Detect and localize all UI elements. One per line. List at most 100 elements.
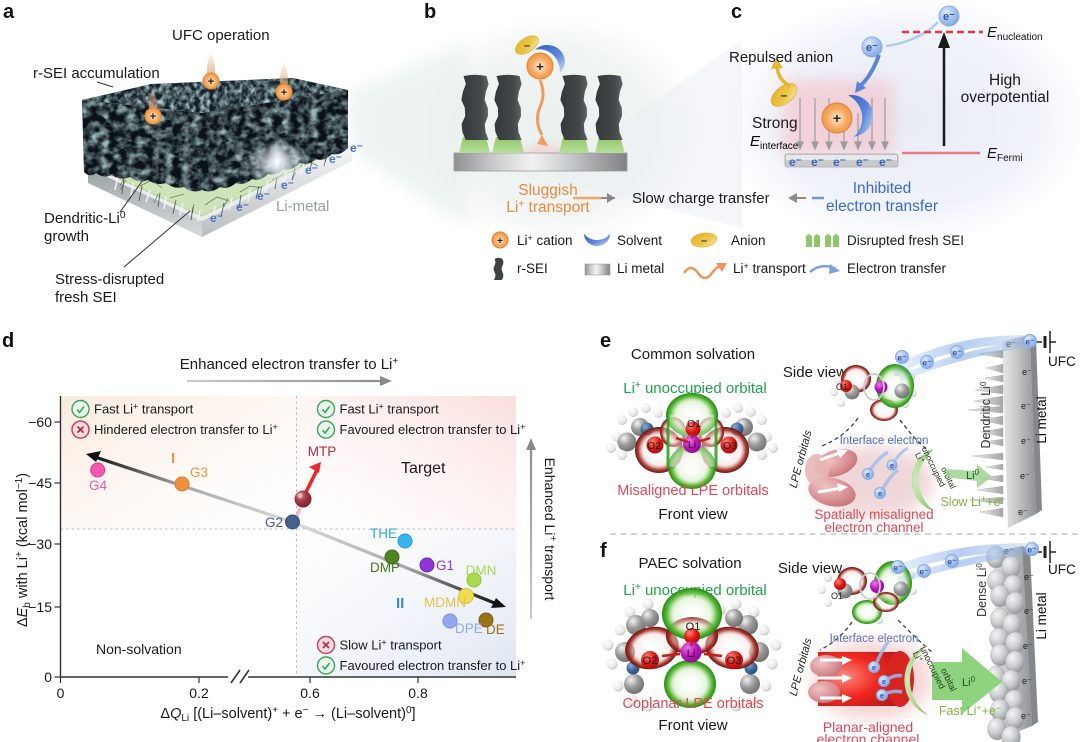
svg-text:electron transfer: electron transfer [826, 198, 938, 215]
svg-text:DE: DE [486, 622, 505, 637]
svg-text:e: e [890, 461, 894, 470]
svg-text:Spatially misaligned: Spatially misaligned [814, 507, 933, 522]
svg-text:e⁻: e⁻ [811, 155, 824, 169]
svg-text:e⁻: e⁻ [922, 358, 932, 368]
svg-text:Dendritic-Li0: Dendritic-Li0 [44, 210, 126, 227]
svg-text:+: + [281, 87, 287, 99]
svg-text:Favoured electron transfer to: Favoured electron transfer to Li+ [340, 658, 526, 673]
svg-text:e⁻: e⁻ [305, 163, 318, 177]
svg-text:e⁻: e⁻ [1025, 337, 1035, 347]
svg-text:ΔQLi [(Li–solvent)+ + e− → (Li: ΔQLi [(Li–solvent)+ + e− → (Li–solvent)0… [160, 705, 415, 724]
svg-text:II: II [396, 595, 404, 612]
svg-text:I: I [171, 450, 175, 467]
svg-text:O2: O2 [643, 655, 658, 667]
svg-text:e⁻: e⁻ [879, 155, 892, 169]
svg-text:Stress-disrupted: Stress-disrupted [55, 271, 164, 288]
svg-text:Li metal: Li metal [617, 261, 664, 276]
svg-text:Solvent: Solvent [617, 233, 662, 248]
svg-text:Dense Li0: Dense Li0 [975, 563, 989, 617]
svg-text:+: + [536, 59, 544, 74]
svg-text:UFC operation: UFC operation [172, 27, 270, 44]
svg-text:Front view: Front view [658, 717, 727, 734]
svg-text:O2: O2 [647, 440, 661, 452]
svg-text:growth: growth [44, 228, 89, 245]
svg-text:e⁻: e⁻ [947, 557, 957, 567]
svg-text:G4: G4 [89, 478, 108, 493]
svg-text:Side view: Side view [778, 560, 842, 577]
svg-text:0: 0 [44, 669, 52, 685]
svg-text:e⁻: e⁻ [1024, 606, 1034, 616]
svg-text:e⁻: e⁻ [236, 200, 249, 214]
svg-text:+: + [833, 110, 841, 126]
svg-text:Slow Li++e−: Slow Li++e− [940, 494, 1005, 509]
svg-text:Planar-aligned: Planar-aligned [823, 719, 913, 735]
svg-text:O1: O1 [687, 418, 701, 430]
svg-text:e⁻: e⁻ [1022, 367, 1032, 377]
svg-text:O1: O1 [831, 591, 843, 601]
svg-text:e⁻: e⁻ [897, 353, 907, 363]
svg-text:0.6: 0.6 [300, 685, 320, 701]
svg-text:Li+ cation: Li+ cation [517, 233, 573, 248]
svg-text:UFC: UFC [1048, 354, 1076, 369]
svg-text:DPE: DPE [455, 621, 483, 636]
svg-text:e: e [878, 489, 882, 498]
svg-text:Slow charge transfer: Slow charge transfer [632, 190, 770, 207]
svg-text:Fast Li++e−: Fast Li++e− [939, 703, 1001, 718]
svg-text:e: e [880, 691, 884, 700]
svg-text:Non-solvation: Non-solvation [96, 641, 182, 657]
svg-text:Electron transfer: Electron transfer [847, 261, 947, 276]
svg-text:0.8: 0.8 [408, 685, 428, 701]
svg-text:High: High [989, 72, 1021, 89]
svg-text:Enucleation: Enucleation [987, 24, 1043, 43]
svg-text:fresh SEI: fresh SEI [55, 289, 117, 306]
svg-text:+: + [208, 76, 214, 88]
svg-text:Side view: Side view [783, 364, 847, 381]
svg-text:O3: O3 [727, 655, 742, 667]
svg-text:e⁻: e⁻ [943, 11, 955, 23]
svg-text:Inhibited: Inhibited [853, 180, 912, 197]
svg-text:O3: O3 [723, 440, 737, 452]
svg-text:O1: O1 [836, 382, 848, 392]
svg-text:e: e [872, 663, 876, 672]
svg-text:Disrupted fresh SEI: Disrupted fresh SEI [847, 233, 964, 248]
svg-text:DMN: DMN [466, 563, 497, 578]
svg-text:b: b [424, 1, 436, 23]
svg-text:e⁻: e⁻ [281, 178, 294, 192]
svg-text:e⁻: e⁻ [1021, 436, 1031, 446]
svg-text:e⁻: e⁻ [833, 155, 846, 169]
svg-text:a: a [3, 1, 15, 23]
svg-text:Dendritic Li0: Dendritic Li0 [979, 381, 993, 449]
svg-text:Anion: Anion [731, 233, 766, 248]
svg-text:e⁻: e⁻ [1027, 545, 1037, 555]
svg-text:e: e [866, 470, 870, 479]
svg-text:Einterface: Einterface [750, 133, 799, 152]
svg-text:Fast Li+ transport: Fast Li+ transport [340, 402, 440, 417]
svg-text:e⁻: e⁻ [952, 348, 962, 358]
svg-text:Slow Li+ transport: Slow Li+ transport [340, 638, 442, 653]
svg-text:Li-metal: Li-metal [276, 198, 329, 215]
svg-text:Li+ transport: Li+ transport [506, 199, 590, 216]
svg-text:e⁻: e⁻ [919, 567, 929, 577]
svg-text:e⁻: e⁻ [866, 42, 878, 54]
svg-text:EFermi: EFermi [987, 145, 1023, 164]
svg-text:G3: G3 [190, 465, 208, 480]
svg-text:Favoured electron transfer to: Favoured electron transfer to Li+ [340, 422, 526, 437]
svg-text:e⁻: e⁻ [1023, 641, 1033, 651]
svg-text:G1: G1 [436, 558, 454, 573]
svg-text:Misaligned LPE orbitals: Misaligned LPE orbitals [617, 483, 769, 499]
svg-text:Sluggish: Sluggish [518, 182, 577, 199]
svg-text:Li+ unoccupied orbital: Li+ unoccupied orbital [623, 380, 766, 397]
svg-text:G2: G2 [265, 515, 283, 530]
svg-text:d: d [2, 330, 14, 352]
svg-text:Hindered electron transfer to: Hindered electron transfer to Li+ [94, 422, 278, 437]
svg-text:Strong: Strong [752, 115, 798, 132]
svg-text:Enhanced electron transfer to: Enhanced electron transfer to Li+ [180, 356, 399, 373]
svg-text:e: e [882, 677, 886, 686]
svg-text:+: + [497, 236, 503, 247]
svg-text:−60: −60 [28, 414, 52, 430]
svg-text:e⁻: e⁻ [329, 152, 342, 166]
svg-text:Target: Target [401, 460, 446, 477]
svg-text:Interface electron: Interface electron [830, 633, 919, 645]
svg-text:c: c [731, 1, 742, 23]
svg-text:–: – [701, 235, 707, 247]
